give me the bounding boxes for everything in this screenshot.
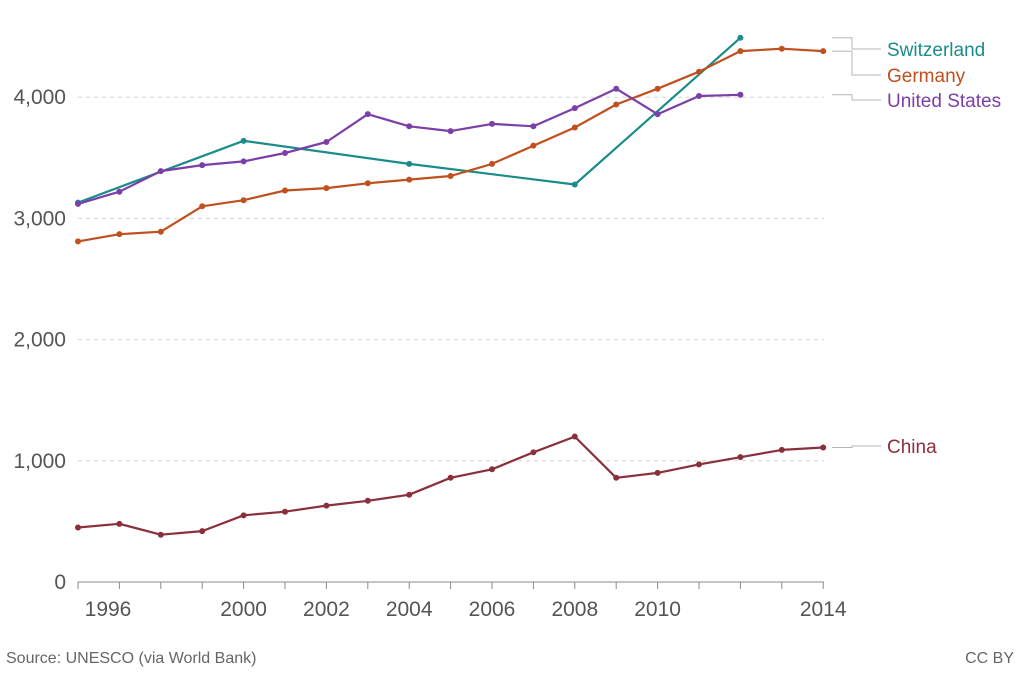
data-point [157,531,164,538]
data-point [406,123,413,130]
data-point [696,68,702,75]
series-line-germany [77,47,824,243]
x-tick-label: 2014 [800,598,847,621]
data-point [240,512,247,519]
y-tick-label: 4,000 [13,86,66,109]
license-note: CC BY [965,650,1014,667]
data-point [116,188,123,195]
data-point [613,101,620,108]
data-point [654,469,661,476]
data-point [571,105,578,112]
data-point [240,197,247,204]
data-point [364,180,371,187]
series-label-germany: Germany [887,66,966,87]
x-tick-label: 2006 [469,598,516,621]
series-label-china: China [887,437,937,458]
label-connectors [832,37,881,448]
data-point [75,238,81,245]
data-point [406,491,413,498]
data-point [489,120,495,127]
y-tick-label: 0 [54,571,66,594]
data-point [489,466,495,473]
data-point [199,528,206,535]
data-point [571,181,578,188]
x-tick-label: 2000 [220,598,267,621]
data-point [530,142,537,149]
data-point [571,433,578,440]
data-point [613,474,620,481]
y-tick-label: 3,000 [13,207,66,230]
data-point [737,454,744,461]
data-point [406,176,413,183]
data-point [447,128,454,135]
data-point [157,228,164,235]
data-point [240,158,247,165]
data-point [323,185,330,192]
x-tick-label: 2004 [386,598,433,621]
data-point [364,497,371,504]
series-label-united-states: United States [887,91,1001,112]
label-connector [832,37,881,50]
label-connector [832,445,881,448]
data-point [282,149,288,156]
data-point [571,124,578,131]
data-point [240,137,247,144]
data-point [282,187,288,194]
data-point [778,45,785,52]
x-tick-label: 2010 [634,598,681,621]
data-point [323,502,330,509]
data-point [654,85,661,92]
x-tick-label: 2008 [551,598,598,621]
data-point [116,520,123,527]
data-point [696,461,702,468]
data-point [778,446,785,453]
data-point [696,92,702,99]
series-line-united-states [77,87,741,205]
data-point [530,123,537,130]
source-note: Source: UNESCO (via World Bank) [6,650,257,667]
data-point [447,474,454,481]
data-point [530,449,537,456]
data-point [199,162,206,169]
data-point [323,139,330,146]
data-point [737,91,744,98]
y-tick-label: 1,000 [13,450,66,473]
data-point [116,231,123,238]
data-point [406,160,413,167]
data-point [199,203,206,210]
label-connector [832,50,881,76]
label-connector [832,94,881,101]
data-point [75,524,81,531]
gridlines [78,96,824,462]
axes: 0 1,000 2,000 3,000 4,000 1996 2000 2002 2004 200… [13,86,846,621]
data-point [654,111,661,118]
data-point [75,200,81,207]
data-point [447,172,454,179]
series-lines [75,34,827,538]
data-point [364,111,371,118]
series-labels: Switzerland Germany United States China [887,40,1001,458]
data-point [820,48,827,55]
x-tick-label: 1996 [85,598,132,621]
data-point [737,34,744,41]
data-point [613,85,620,92]
series-line-china [77,435,824,536]
series-label-switzerland: Switzerland [887,40,985,61]
x-tick-label: 2002 [303,598,350,621]
y-tick-label: 2,000 [13,329,66,352]
data-point [737,48,744,55]
data-point [282,508,288,515]
data-point [489,160,495,167]
data-point [820,444,827,451]
data-point [157,168,164,175]
